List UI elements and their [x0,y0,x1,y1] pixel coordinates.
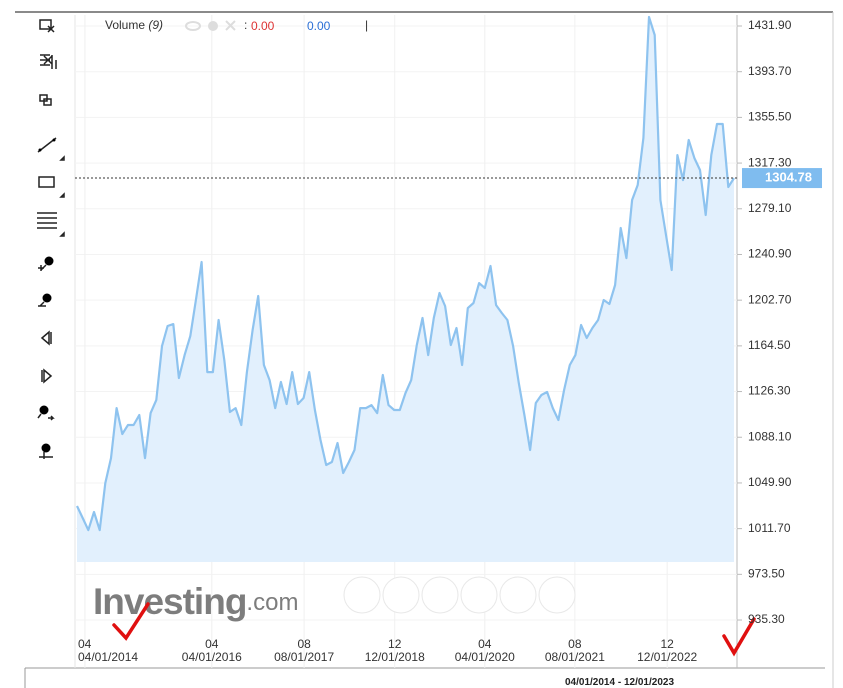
price-line [76,15,735,532]
x-tick-label: 04 [78,637,92,651]
legend-colon: : [244,18,247,32]
y-tick-label: 1393.70 [748,64,792,78]
y-tick-label: 1355.50 [748,110,792,124]
x-tick-date: 04/01/2016 [182,650,242,664]
indicator-period: (9) [148,18,163,32]
date-range: 04/01/2014 - 12/01/2023 [565,677,674,688]
y-tick-label: 1279.10 [748,201,792,215]
indicator-legend: Volume (9) [105,18,163,32]
y-tick-label: 1011.70 [748,521,791,535]
x-tick-date: 08/01/2017 [274,650,334,664]
nav-left[interactable] [343,576,381,614]
visibility-icon[interactable] [185,21,201,31]
watermark-rest: .com [246,589,298,616]
tool-zoom-range-in[interactable] [37,405,55,421]
y-tick-label: 1088.10 [748,429,792,443]
range-start: 04/01/2014 [565,677,615,688]
tool-trendline[interactable] [37,137,65,161]
nav-zoom-in[interactable] [382,576,420,614]
watermark-bold: Investing [93,581,246,622]
settings-icon[interactable] [208,21,218,31]
tool-delete[interactable] [40,54,57,69]
y-tick-label: 1317.30 [748,155,792,169]
nav-zoom-range[interactable] [460,576,498,614]
last-price-box [742,168,822,189]
tool-cursor[interactable] [39,19,55,33]
y-tick-label: 935.30 [748,612,785,626]
nav-right[interactable] [538,576,576,614]
toolbar [37,19,65,460]
nav-controls [343,576,576,614]
x-tick-date: 08/01/2021 [545,650,605,664]
x-tick-label: 04 [478,637,492,651]
last-price-label: 1304.78 [765,169,812,184]
x-tick-date: 04/01/2020 [455,650,515,664]
x-tick-date: 12/01/2018 [365,650,425,664]
nav-reset[interactable] [499,576,537,614]
tool-zoom-out[interactable] [38,293,52,307]
y-tick-label: 1049.90 [748,475,792,489]
tool-fibonacci[interactable] [37,212,65,237]
y-tick-label: 1164.50 [748,338,791,352]
x-tick-date: 04/01/2014 [78,650,138,664]
tool-layers[interactable] [39,94,52,106]
x-tick-label: 08 [568,637,582,651]
indicator-value-a: 0.00 [251,19,275,33]
y-tick-label: 1431.90 [748,18,792,32]
tool-scroll-right[interactable] [41,368,53,384]
tool-zoom-range-out[interactable] [39,443,53,460]
y-tick-label: 1240.90 [748,247,792,261]
range-end: 12/01/2023 [624,677,674,688]
check-mark [112,602,150,641]
x-tick-date: 12/01/2022 [637,650,697,664]
plot-area [75,15,737,668]
remove-icon[interactable] [225,20,236,31]
range-dash: - [618,677,621,688]
check-mark [722,617,756,657]
tool-zoom-in[interactable] [38,256,54,272]
indicator-name: Volume [105,18,145,32]
nav-zoom-out[interactable] [421,576,459,614]
tool-scroll-left[interactable] [40,330,52,346]
indicator-separator: | [365,18,368,32]
watermark: Investing.com [93,581,298,622]
tool-rectangle[interactable] [38,176,65,198]
y-tick-label: 973.50 [748,567,785,581]
y-tick-label: 1126.30 [748,384,791,398]
x-tick-label: 08 [297,637,311,651]
indicator-controls[interactable] [185,20,236,31]
y-tick-label: 1202.70 [748,292,792,306]
x-tick-label: 12 [660,637,674,651]
indicator-value-b: 0.00 [307,19,331,33]
x-tick-label: 04 [205,637,219,651]
x-tick-label: 12 [388,637,402,651]
